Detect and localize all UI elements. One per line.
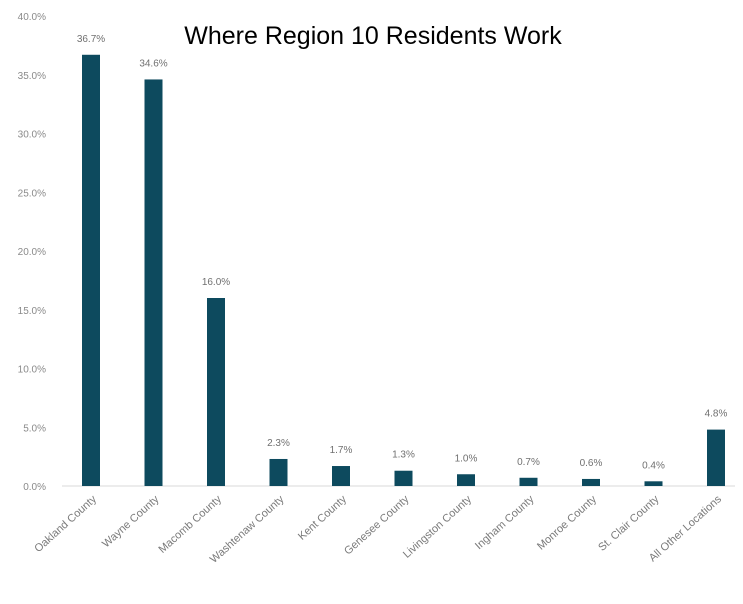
x-tick-label: Monroe County — [535, 493, 599, 553]
data-label: 0.6% — [580, 458, 603, 469]
bar — [332, 466, 350, 486]
data-labels: 36.7% 34.6% 16.0% 2.3% 1.7% 1.3% 1.0% 0.7% 0.6% 0… — [77, 34, 728, 472]
x-tick-label: Kent County — [296, 493, 349, 543]
bar — [582, 478, 600, 486]
data-label: 1.3% — [392, 450, 415, 461]
bar — [82, 54, 100, 487]
y-tick-label: 10.0% — [18, 365, 46, 376]
y-tick-label: 40.0% — [18, 12, 46, 23]
x-tick-label: Oakland County — [32, 493, 99, 555]
data-label: 16.0% — [202, 277, 230, 288]
bar — [394, 470, 413, 486]
x-tick-label: St. Clair County — [596, 493, 662, 554]
bar — [519, 477, 538, 486]
data-label: 36.7% — [77, 34, 105, 45]
data-label: 0.7% — [517, 457, 540, 468]
y-tick-label: 15.0% — [18, 306, 46, 317]
bar — [207, 298, 225, 486]
bar — [457, 474, 475, 486]
bar — [269, 458, 288, 486]
x-tick-label: Macomb County — [156, 493, 224, 556]
data-label: 4.8% — [705, 409, 728, 420]
x-tick-label: Ingham County — [473, 493, 537, 552]
bar — [707, 429, 725, 486]
data-label: 0.4% — [642, 460, 665, 471]
data-label: 1.0% — [455, 453, 478, 464]
y-axis: 0.0% 5.0% 10.0% 15.0% 20.0% 25.0% 30.0% 35.0% 40… — [18, 12, 46, 493]
bar — [644, 481, 663, 486]
chart-title: Where Region 10 Residents Work — [184, 22, 562, 50]
y-tick-label: 25.0% — [18, 188, 46, 199]
x-tick-label: Livingston County — [401, 493, 474, 561]
bars — [82, 54, 725, 487]
x-tick-label: Genesee County — [342, 493, 412, 557]
y-tick-label: 35.0% — [18, 71, 46, 82]
data-label: 1.7% — [330, 445, 353, 456]
x-tick-label: Wayne County — [100, 493, 162, 550]
y-tick-label: 0.0% — [23, 482, 46, 493]
data-label: 34.6% — [139, 58, 167, 69]
y-tick-label: 20.0% — [18, 247, 46, 258]
y-tick-label: 5.0% — [23, 423, 46, 434]
bar — [144, 79, 163, 486]
data-label: 2.3% — [267, 438, 290, 449]
y-tick-label: 30.0% — [18, 130, 46, 141]
